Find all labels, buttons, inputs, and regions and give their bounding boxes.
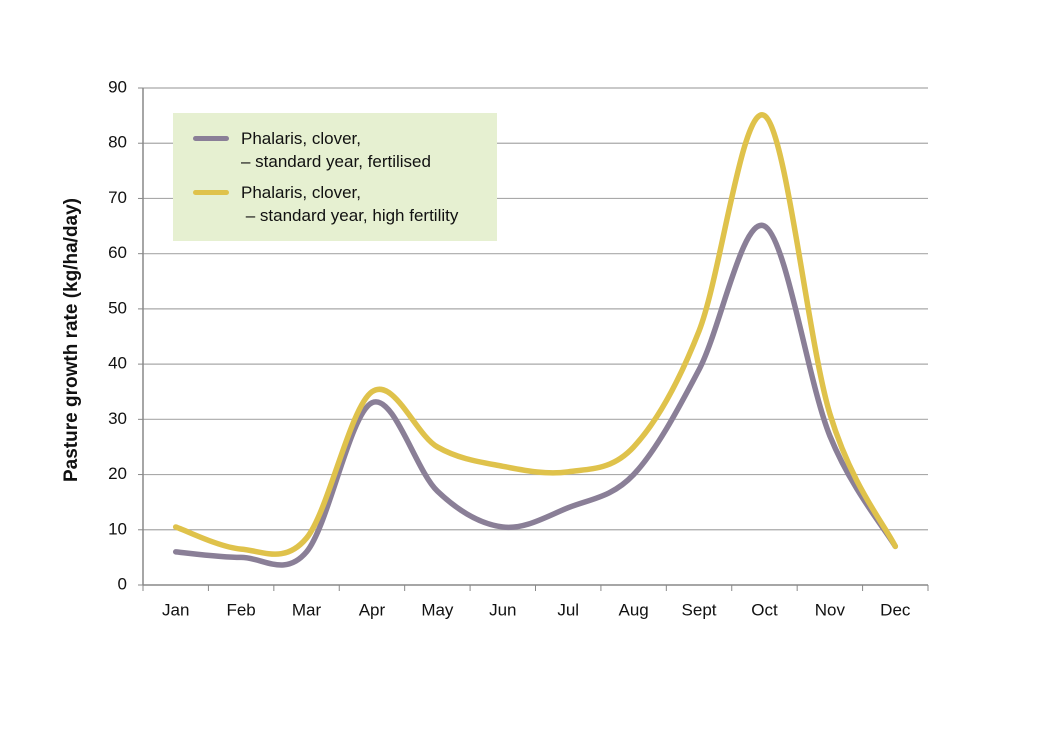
- y-tick-label: 80: [108, 133, 127, 152]
- y-tick-label: 20: [108, 464, 127, 483]
- x-tick-label: May: [421, 600, 454, 619]
- x-tick-label: Sept: [682, 600, 717, 619]
- x-tick-label: Jul: [557, 600, 579, 619]
- x-tick-label: Aug: [619, 600, 649, 619]
- line: [172, 112, 899, 557]
- y-tick-label: 50: [108, 298, 127, 317]
- legend-label: Phalaris, clover, – standard year, ferti…: [241, 129, 431, 171]
- x-tick-label: Feb: [226, 600, 255, 619]
- x-tick-label: Jan: [162, 600, 189, 619]
- y-tick-label: 10: [108, 519, 127, 538]
- x-tick-label: Oct: [751, 600, 778, 619]
- y-tick-label: 70: [108, 188, 127, 207]
- line: [172, 222, 899, 568]
- x-tick-label: Dec: [880, 600, 911, 619]
- y-tick-label: 30: [108, 409, 127, 428]
- legend-swatch: [193, 190, 229, 195]
- legend: Phalaris, clover, – standard year, ferti…: [173, 113, 497, 241]
- legend-entry: Phalaris, clover, – standard year, ferti…: [193, 127, 497, 173]
- y-axis-label: Pasture growth rate (kg/ha/day): [61, 198, 82, 482]
- legend-swatch: [193, 136, 229, 141]
- x-tick-label: Nov: [815, 600, 846, 619]
- y-tick-label: 60: [108, 243, 127, 262]
- x-tick-label: Mar: [292, 600, 322, 619]
- legend-entry: Phalaris, clover, – standard year, high …: [193, 181, 497, 227]
- x-tick-label: Apr: [359, 600, 386, 619]
- y-tick-label: 40: [108, 354, 127, 373]
- legend-label: Phalaris, clover, – standard year, high …: [241, 183, 459, 225]
- y-tick-label: 0: [118, 574, 127, 593]
- y-tick-label: 90: [108, 77, 127, 96]
- x-tick-label: Jun: [489, 600, 516, 619]
